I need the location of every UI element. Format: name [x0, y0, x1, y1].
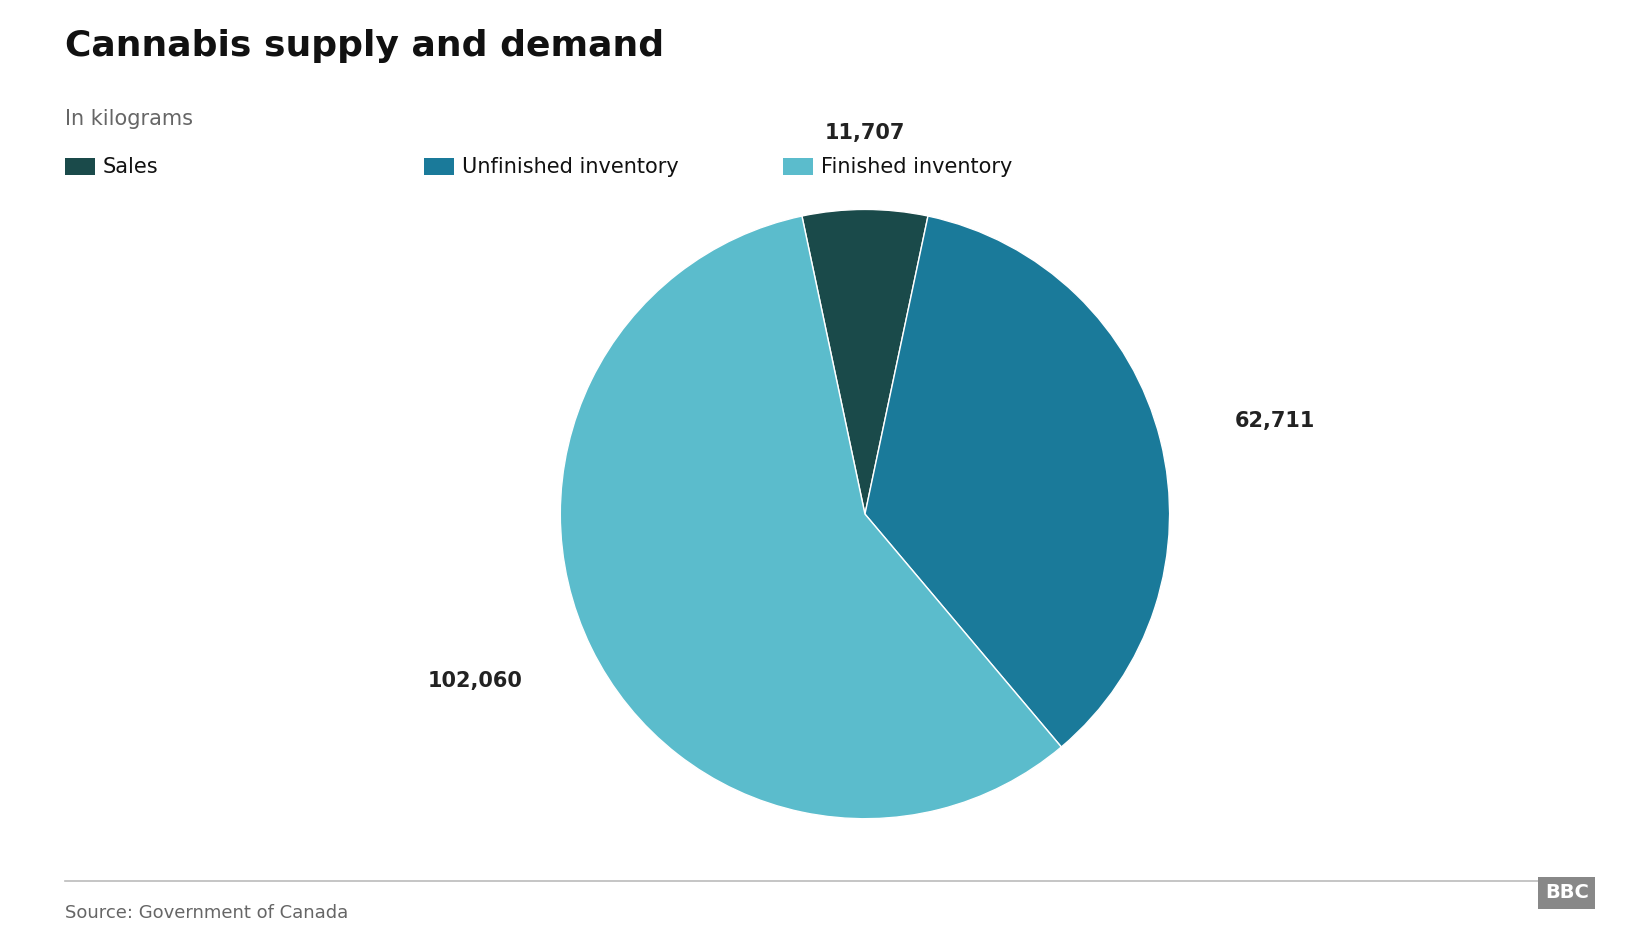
Wedge shape [560, 216, 1061, 819]
Text: Sales: Sales [103, 156, 158, 177]
Text: 102,060: 102,060 [428, 671, 522, 691]
Text: Source: Government of Canada: Source: Government of Canada [65, 904, 349, 922]
Text: Finished inventory: Finished inventory [821, 156, 1012, 177]
Wedge shape [865, 216, 1170, 747]
Text: 11,707: 11,707 [824, 123, 906, 144]
Wedge shape [801, 209, 929, 514]
Text: Cannabis supply and demand: Cannabis supply and demand [65, 29, 664, 63]
Text: In kilograms: In kilograms [65, 109, 193, 129]
Text: BBC: BBC [1546, 883, 1588, 902]
Text: 62,711: 62,711 [1234, 411, 1315, 431]
Text: Unfinished inventory: Unfinished inventory [462, 156, 679, 177]
